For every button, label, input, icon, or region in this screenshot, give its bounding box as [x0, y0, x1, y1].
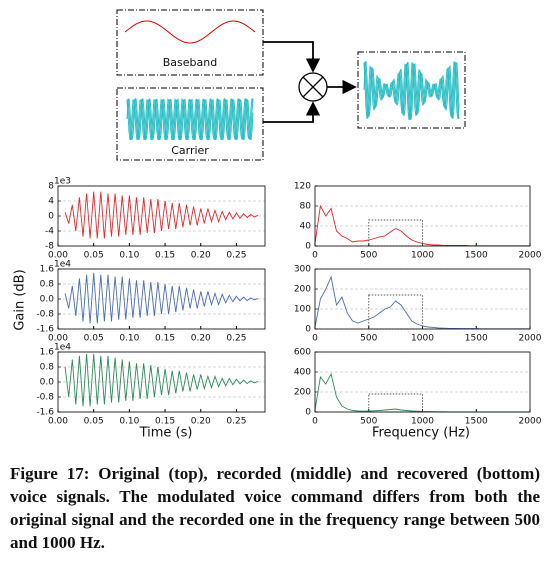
x-tick-label: 500	[360, 251, 377, 261]
y-tick-label: 0.0	[40, 378, 55, 388]
x-axis-label: Frequency (Hz)	[372, 426, 470, 441]
y-tick-label: -1.6	[36, 408, 54, 418]
plot-frame	[314, 268, 531, 330]
x-tick-label: 1000	[411, 251, 434, 261]
axis-offset-label: 1e4	[54, 343, 71, 353]
y-tick-label: 1.6	[40, 265, 55, 275]
x-tick-label: 1000	[411, 417, 434, 427]
y-tick-label: -1.6	[36, 325, 54, 335]
x-tick-label: 0.20	[191, 417, 211, 427]
x-tick-label: 500	[360, 417, 377, 427]
x-tick-label: 2000	[519, 334, 542, 344]
x-tick-label: 2000	[519, 417, 542, 427]
x-tick-label: 0.25	[226, 334, 246, 344]
y-tick-label: 0	[48, 212, 54, 222]
mixer-cross	[302, 76, 324, 98]
y-tick-label: 0.0	[40, 295, 55, 305]
x-tick-label: 0.00	[48, 334, 68, 344]
arrow	[263, 41, 321, 73]
y-tick-label: 80	[300, 202, 312, 212]
x-tick-label: 0.15	[155, 334, 175, 344]
baseband-wave	[124, 20, 256, 44]
x-tick-label: 2000	[519, 251, 542, 261]
x-tick-label: 0.00	[48, 417, 68, 427]
x-tick-label: 1500	[465, 334, 488, 344]
carrier-wave	[126, 97, 254, 141]
x-tick-label: 0.10	[119, 417, 139, 427]
y-tick-label: -0.8	[36, 310, 54, 320]
y-tick-label: 200	[294, 285, 311, 295]
carrier-wave	[126, 97, 254, 141]
output-box	[357, 51, 466, 129]
x-tick-label: 0.20	[191, 251, 211, 261]
y-tick-label: -8	[45, 242, 54, 252]
y-tick-label: -4	[45, 227, 54, 237]
y-tick-label: 400	[294, 368, 311, 378]
carrier-label: Carrier	[171, 144, 209, 157]
signal-line	[314, 372, 530, 413]
y-tick-label: -0.8	[36, 393, 54, 403]
y-tick-label: 100	[294, 305, 311, 315]
plot-frame	[57, 268, 266, 330]
x-tick-label: 1000	[411, 334, 434, 344]
y-tick-label: 1.6	[40, 348, 55, 358]
highlight-box	[368, 219, 423, 247]
x-tick-label: 0.15	[155, 417, 175, 427]
modulation-diagram: Baseband Carrier	[116, 9, 466, 161]
x-tick-label: 0.25	[226, 251, 246, 261]
x-tick-label: 0.00	[48, 251, 68, 261]
axis-offset-label: 1e3	[54, 177, 71, 187]
x-tick-label: 1500	[465, 251, 488, 261]
x-tick-label: 0.10	[119, 334, 139, 344]
axis-offset-label: 1e4	[54, 260, 71, 270]
signal-line	[64, 191, 259, 239]
y-tick-label: 8	[48, 182, 54, 192]
x-tick-label: 0	[312, 251, 318, 261]
x-tick-label: 0.05	[84, 417, 104, 427]
signal-line	[64, 272, 259, 324]
x-tick-label: 1500	[465, 417, 488, 427]
modulated-wave	[363, 61, 460, 120]
x-tick-label: 0.20	[191, 334, 211, 344]
modulated-wave	[363, 61, 460, 120]
y-tick-label: 4	[48, 197, 54, 207]
x-tick-label: 0.05	[84, 334, 104, 344]
y-tick-label: 600	[294, 348, 311, 358]
y-tick-label: 300	[294, 265, 311, 275]
y-tick-label: 120	[294, 182, 311, 192]
highlight-box	[368, 294, 423, 330]
y-tick-label: 0	[305, 408, 311, 418]
plot-frame	[57, 185, 266, 247]
x-tick-label: 0.15	[155, 251, 175, 261]
x-tick-label: 0.05	[84, 251, 104, 261]
figure: Baseband Carrier Gain (dB) Time (s) Freq…	[13, 9, 542, 441]
x-tick-label: 0	[312, 417, 318, 427]
arrow	[263, 101, 321, 123]
plot-frame	[314, 351, 531, 413]
y-tick-label: 200	[294, 388, 311, 398]
plot-frame	[57, 351, 266, 413]
carrier-box	[116, 87, 264, 161]
x-tick-label: 0.25	[226, 417, 246, 427]
y-tick-label: 0	[305, 325, 311, 335]
signal-line	[314, 275, 530, 330]
plot-frame	[314, 185, 531, 247]
y-tick-label: 0	[305, 242, 311, 252]
x-tick-label: 500	[360, 334, 377, 344]
modulated-wave	[363, 61, 460, 121]
signal-line	[64, 353, 259, 407]
y-tick-label: 40	[300, 222, 312, 232]
figure-caption: Figure 17: Original (top), recorded (mid…	[10, 464, 540, 552]
y-tick-label: 0.8	[40, 280, 55, 290]
y-axis-label: Gain (dB)	[13, 269, 28, 330]
x-tick-label: 0	[312, 334, 318, 344]
baseband-label: Baseband	[163, 56, 217, 69]
x-tick-label: 0.10	[119, 251, 139, 261]
y-tick-label: 0.8	[40, 363, 55, 373]
x-axis-label: Time (s)	[139, 426, 193, 441]
